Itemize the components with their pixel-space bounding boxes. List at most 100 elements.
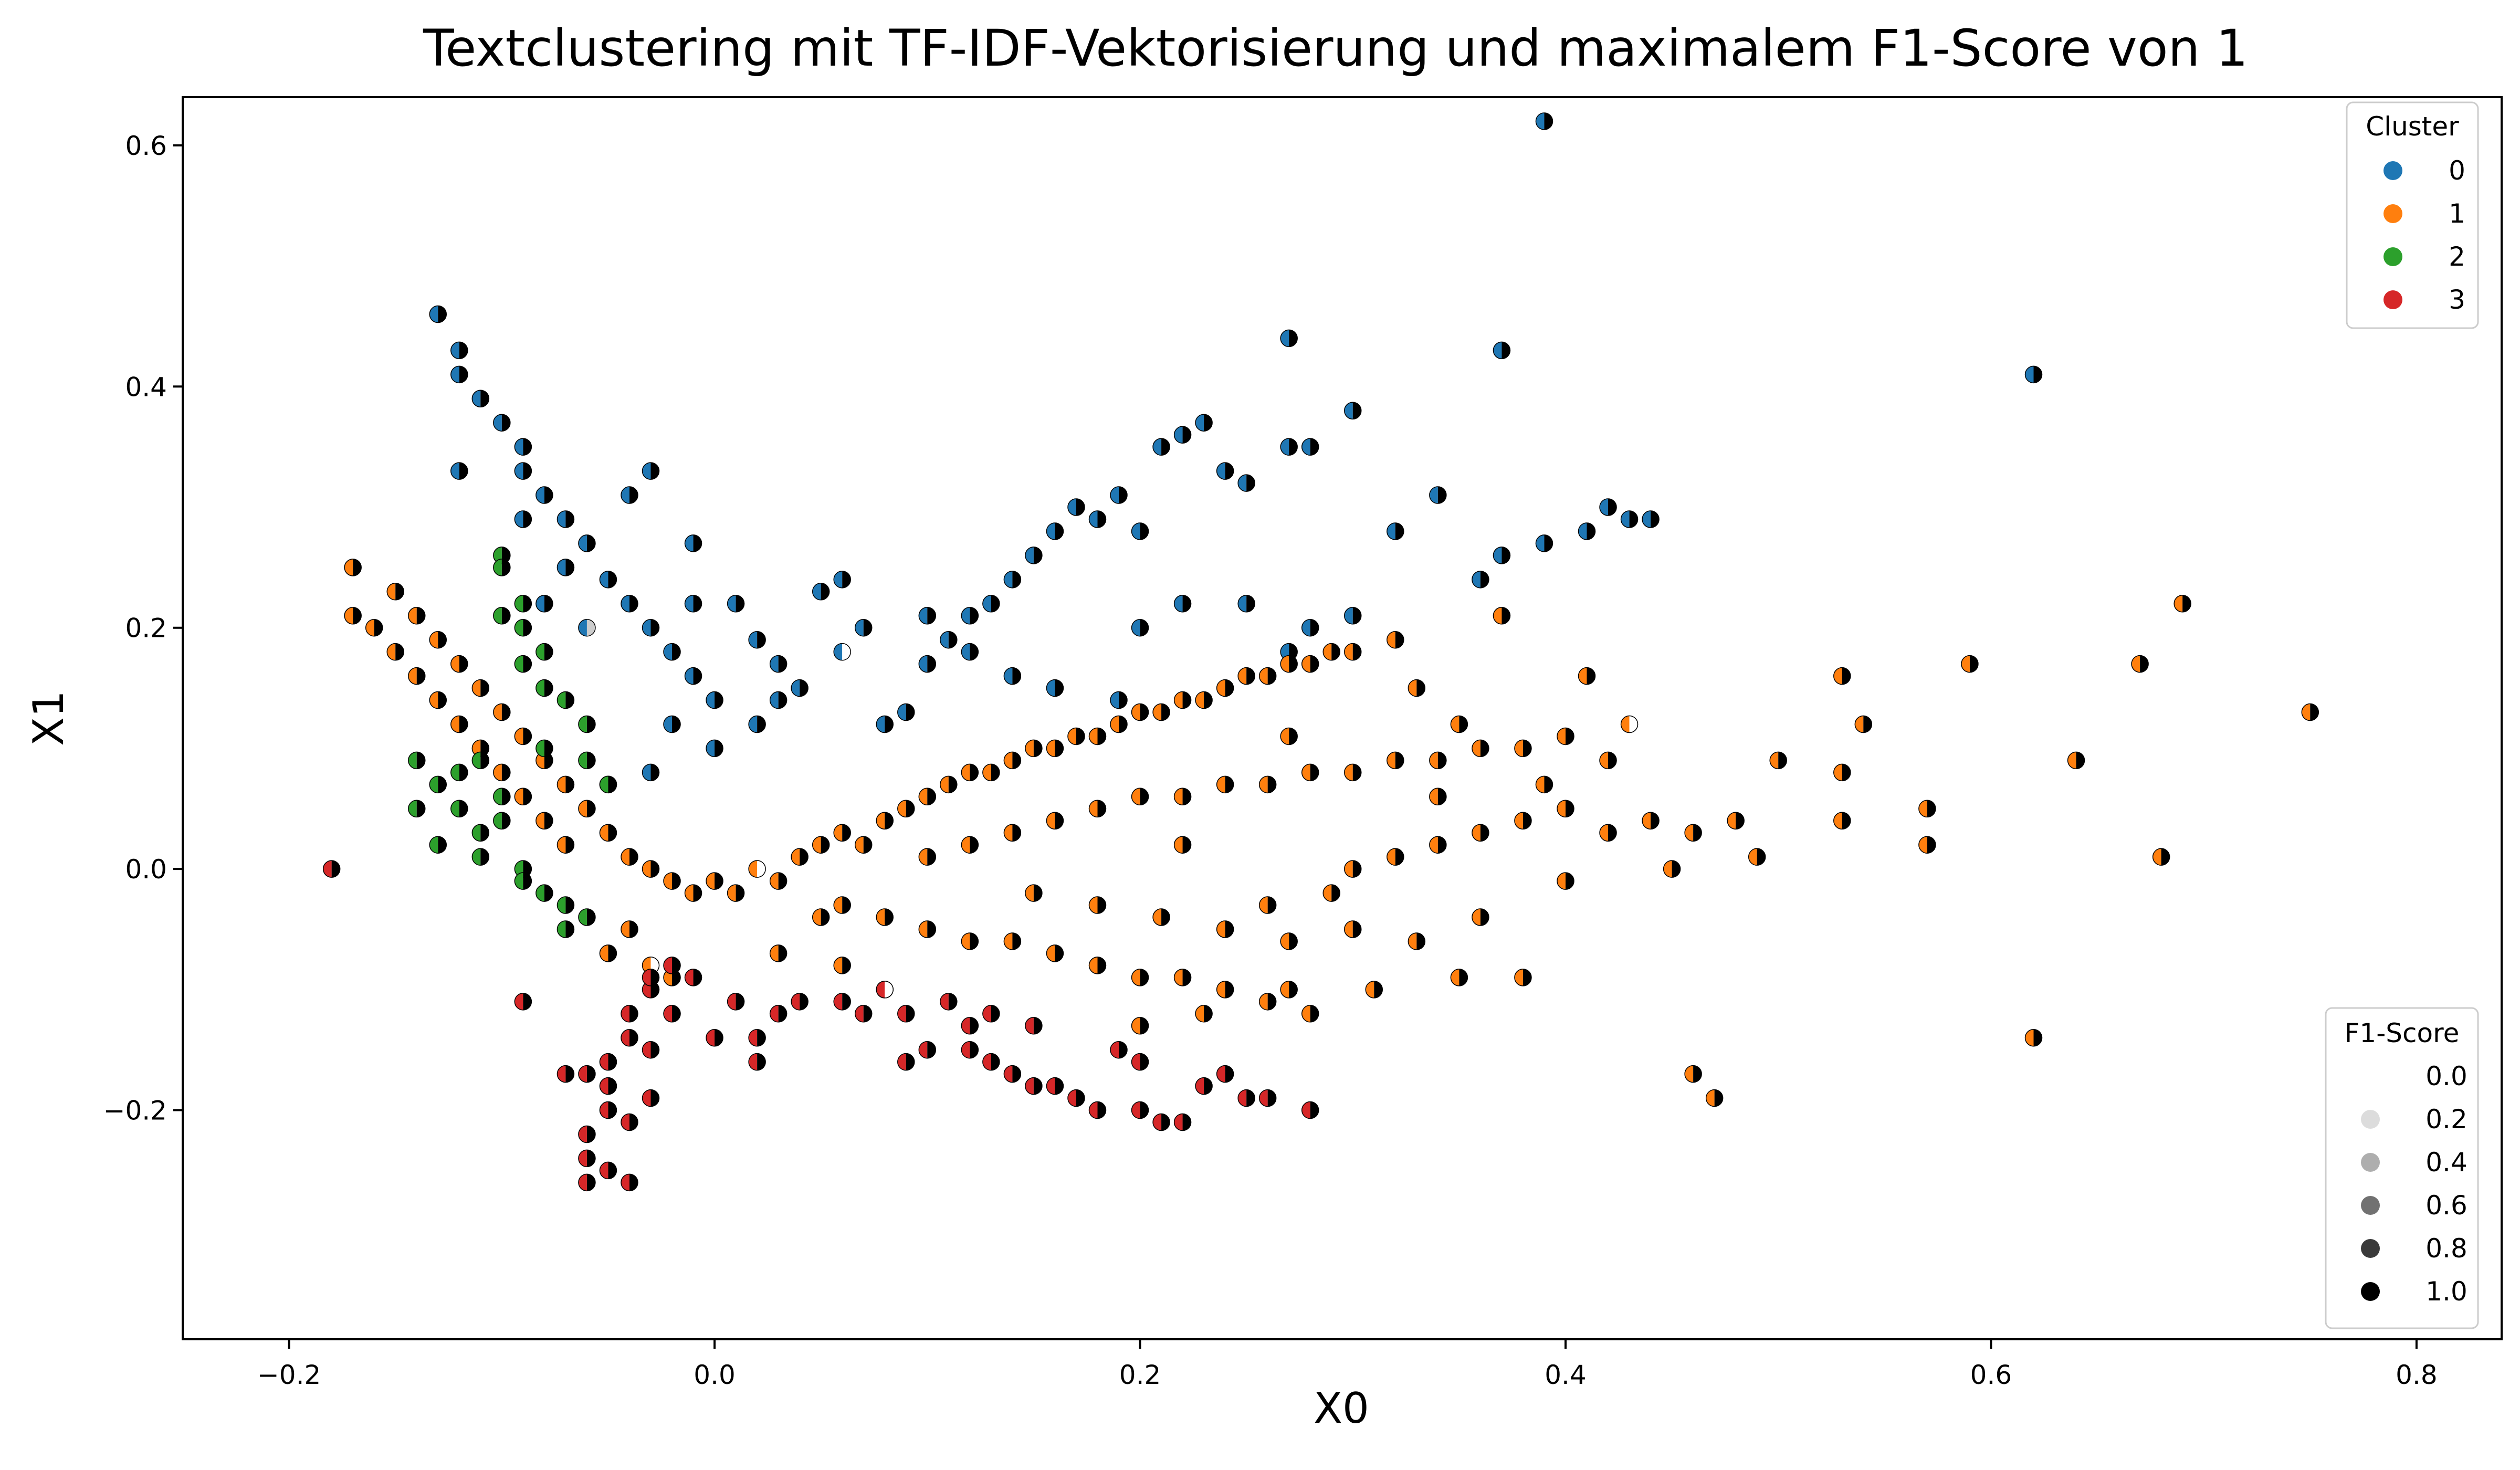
data-point-cluster-1-148-cluster-half	[1451, 716, 1460, 733]
data-point-cluster-0-16-f1-half	[650, 463, 659, 480]
data-point-cluster-1-18-cluster-half	[536, 812, 544, 830]
data-point-cluster-3-36	[1088, 1101, 1107, 1119]
data-point-cluster-3-53	[684, 969, 702, 986]
data-point-cluster-0-4-cluster-half	[429, 306, 438, 323]
data-point-cluster-1-113-f1-half	[1714, 1089, 1723, 1107]
data-point-cluster-0-6-cluster-half	[450, 366, 459, 383]
data-point-cluster-1-60-outline	[876, 908, 894, 926]
data-point-cluster-1-35-cluster-half	[876, 812, 885, 830]
data-point-cluster-0-65-cluster-half	[1174, 595, 1183, 612]
data-point-cluster-1-23	[621, 848, 638, 866]
data-point-cluster-0-36-outline	[982, 595, 1000, 613]
data-point-cluster-1-33-outline	[833, 824, 851, 842]
data-point-cluster-1-139	[833, 957, 851, 974]
data-point-cluster-3-52-outline	[961, 1017, 979, 1035]
data-point-cluster-1-131-f1-half	[1416, 679, 1425, 697]
data-point-cluster-0-31	[854, 618, 873, 637]
data-point-cluster-0-37-cluster-half	[1004, 571, 1013, 588]
data-point-cluster-1-101-outline	[1833, 763, 1851, 782]
data-point-cluster-2-2-outline	[429, 836, 447, 854]
data-point-cluster-0-18-cluster-half	[600, 571, 608, 588]
data-point-cluster-0-55-f1-half	[1502, 547, 1510, 564]
data-point-cluster-3-19-f1-half	[650, 1041, 659, 1058]
data-point-cluster-1-56-f1-half	[1331, 643, 1340, 660]
data-point-cluster-3-16-f1-half	[629, 1174, 638, 1191]
data-point-cluster-1-0	[344, 559, 362, 576]
data-point-cluster-0-69-cluster-half	[1004, 667, 1013, 685]
data-point-cluster-2-28-f1-half	[480, 752, 489, 769]
data-point-cluster-1-77-cluster-half	[1174, 788, 1183, 805]
data-point-cluster-0-68-outline	[1046, 679, 1064, 697]
data-point-cluster-1-145-outline	[1322, 884, 1340, 902]
data-point-cluster-0-43-outline	[1131, 522, 1149, 540]
data-point-cluster-1-4-outline	[386, 643, 404, 661]
data-point-cluster-1-84-cluster-half	[1472, 740, 1480, 757]
data-point-cluster-0-38-cluster-half	[1025, 547, 1034, 564]
data-point-cluster-3-48	[1131, 1053, 1149, 1071]
data-point-cluster-3-13-outline	[578, 1065, 596, 1083]
data-point-cluster-0-54-cluster-half	[1472, 571, 1480, 588]
data-point-cluster-1-123-cluster-half	[1259, 897, 1268, 914]
data-point-cluster-1-79-f1-half	[1267, 776, 1276, 793]
data-point-cluster-0-54-f1-half	[1480, 571, 1489, 588]
data-point-cluster-3-33-f1-half	[1033, 1077, 1042, 1095]
data-point-cluster-3-29-cluster-half	[919, 1041, 928, 1058]
data-point-cluster-3-4	[578, 1125, 596, 1143]
data-point-cluster-3-51-cluster-half	[855, 1005, 864, 1022]
data-point-cluster-1-46	[1110, 715, 1128, 733]
data-point-cluster-2-3	[429, 775, 447, 794]
data-point-cluster-0-52-f1-half	[1395, 522, 1404, 540]
data-point-cluster-1-142-cluster-half	[1153, 909, 1162, 926]
data-point-cluster-3-53-f1-half	[693, 969, 702, 986]
data-point-cluster-1-138	[769, 944, 788, 962]
data-point-cluster-0-5-cluster-half	[450, 342, 459, 359]
data-point-cluster-3-0-f1-half	[331, 860, 340, 878]
data-point-cluster-2-8-outline	[493, 812, 511, 830]
data-point-cluster-2-26	[493, 606, 511, 625]
data-point-cluster-3-53-outline	[684, 969, 702, 986]
data-point-cluster-1-49	[1173, 691, 1192, 709]
data-point-cluster-2-23	[578, 715, 596, 733]
data-point-cluster-0-48	[1237, 474, 1255, 492]
data-point-cluster-0-62-outline	[1301, 618, 1319, 637]
data-point-cluster-0-55-outline	[1493, 547, 1511, 564]
data-point-cluster-0-65	[1173, 595, 1192, 613]
data-point-cluster-0-49-f1-half	[1289, 438, 1298, 456]
data-point-cluster-1-124	[1344, 920, 1362, 938]
data-point-cluster-0-49	[1280, 438, 1298, 456]
data-point-cluster-1-96-f1-half	[1693, 824, 1702, 842]
data-point-cluster-3-46-outline	[1301, 1101, 1319, 1119]
data-point-cluster-0-57-outline	[1578, 522, 1596, 540]
data-point-cluster-0-10-cluster-half	[514, 463, 523, 480]
data-point-cluster-0-69	[1003, 667, 1022, 685]
data-point-cluster-1-30	[769, 872, 788, 890]
data-point-cluster-2-14-f1-half	[586, 909, 595, 926]
data-point-cluster-1-102-f1-half	[1842, 812, 1851, 830]
data-point-cluster-2-3-cluster-half	[429, 776, 438, 793]
data-point-cluster-0-66-f1-half	[1140, 619, 1149, 636]
data-point-cluster-1-108-f1-half	[2076, 752, 2085, 769]
data-point-cluster-0-4	[429, 305, 447, 323]
data-point-cluster-2-10-cluster-half	[514, 873, 523, 890]
data-point-cluster-0-78-outline	[663, 715, 681, 733]
data-point-cluster-1-54-cluster-half	[1280, 655, 1289, 673]
data-point-cluster-2-13-f1-half	[565, 920, 574, 938]
data-point-cluster-1-72-outline	[961, 836, 979, 854]
data-point-cluster-1-66-f1-half	[1140, 969, 1149, 986]
data-point-cluster-1-55-outline	[1301, 655, 1319, 673]
data-point-cluster-0-49-outline	[1280, 438, 1298, 456]
data-point-cluster-1-146-cluster-half	[1429, 788, 1438, 805]
data-point-cluster-1-144-outline	[1280, 932, 1298, 950]
data-point-cluster-3-44-f1-half	[1246, 1089, 1255, 1107]
data-point-cluster-1-148-outline	[1450, 715, 1468, 733]
data-point-cluster-0-24-outline	[684, 534, 702, 552]
data-point-cluster-3-41-f1-half	[1161, 1114, 1170, 1131]
data-point-cluster-1-149-outline	[1280, 727, 1298, 746]
data-point-cluster-0-50-f1-half	[1310, 438, 1319, 456]
data-point-cluster-1-115-cluster-half	[1578, 667, 1587, 685]
data-point-cluster-1-1	[344, 606, 362, 625]
data-point-cluster-1-47-f1-half	[1140, 704, 1149, 721]
data-point-cluster-0-40-outline	[1067, 498, 1085, 516]
data-point-cluster-0-65-outline	[1173, 595, 1192, 613]
data-point-cluster-3-42-cluster-half	[1174, 1114, 1183, 1131]
